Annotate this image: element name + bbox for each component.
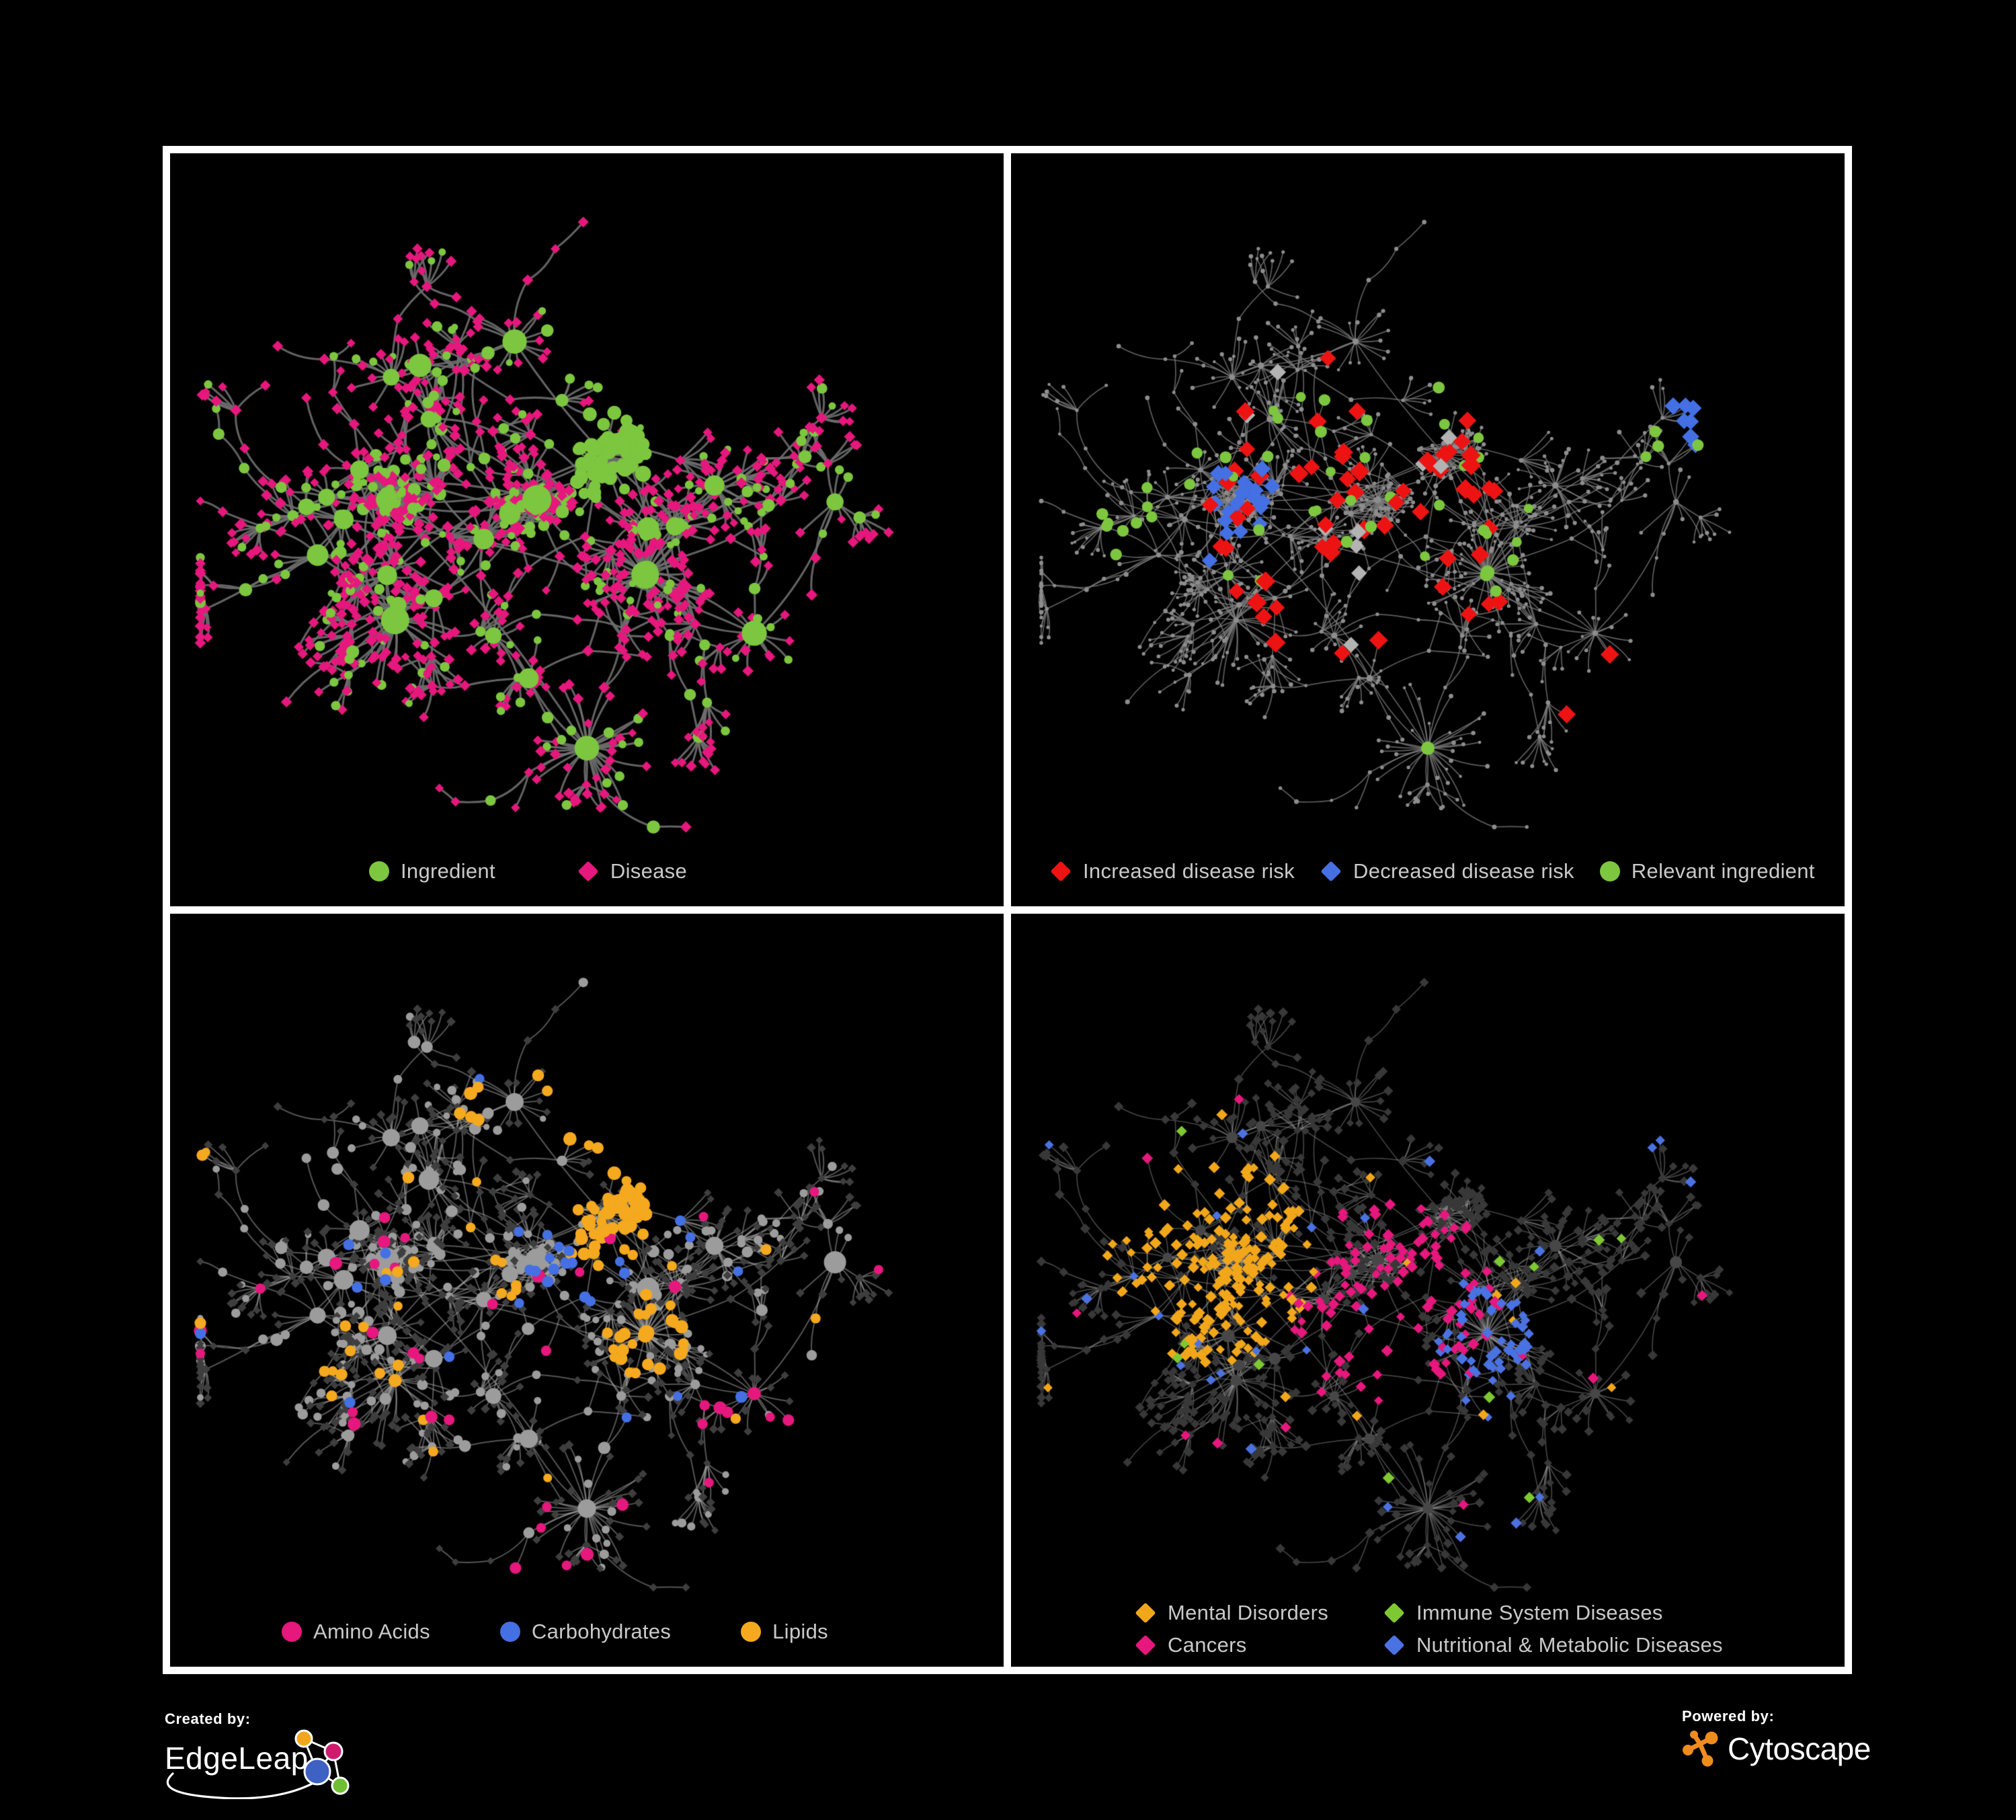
legend-swatch-circle xyxy=(1599,861,1620,881)
legend-label: Mental Disorders xyxy=(1168,1601,1329,1624)
legend-item: Nutritional & Metabolic Diseases xyxy=(1383,1633,1723,1657)
legend-item: Decreased disease risk xyxy=(1320,859,1574,883)
edgeleap-logo-blue-node xyxy=(303,1757,331,1786)
legend-swatch-diamond xyxy=(1135,1602,1156,1624)
legend-swatch-circle xyxy=(741,1622,762,1642)
legend-swatch-diamond xyxy=(1383,1602,1405,1624)
legend-swatch-circle xyxy=(369,861,389,881)
cytoscape-logo-icon xyxy=(1683,1731,1718,1767)
legend-swatch-diamond xyxy=(577,861,599,882)
panel-ingredient-disease: Ingredient Disease xyxy=(170,153,1004,906)
panel-disease-risk: Increased disease risk Decreased disease … xyxy=(1011,153,1845,906)
legend-label: Relevant ingredient xyxy=(1631,859,1815,883)
legend-swatch-circle xyxy=(499,1622,520,1642)
legend-item: Ingredient xyxy=(369,859,495,883)
legend-item: Amino Acids xyxy=(282,1620,430,1644)
edgeleap-brand: EdgeLeap xyxy=(165,1729,366,1799)
legend-swatch-diamond xyxy=(1050,861,1072,882)
macronutrients-network-canvas xyxy=(170,914,1004,1667)
legend-ingredient-disease: Ingredient Disease xyxy=(170,859,1004,883)
legend-item: Cancers xyxy=(1135,1633,1383,1657)
legend-item: Carbohydrates xyxy=(499,1620,672,1644)
powered-by-credit: Powered by: Cytoscape xyxy=(1682,1708,1871,1768)
legend-swatch-diamond xyxy=(1135,1634,1156,1656)
panel-disease-classes: Mental Disorders Immune System Diseases Ca… xyxy=(1011,914,1845,1667)
legend-swatch-diamond xyxy=(1320,861,1342,882)
legend-label: Cancers xyxy=(1168,1633,1247,1657)
legend-label: Increased disease risk xyxy=(1083,859,1295,883)
legend-item: Immune System Diseases xyxy=(1383,1601,1723,1625)
network-panels-grid: Ingredient Disease Increased disease risk… xyxy=(163,146,1852,1674)
legend-disease-classes: Mental Disorders Immune System Diseases Ca… xyxy=(1011,1601,1845,1657)
legend-label: Disease xyxy=(610,859,687,883)
created-by-credit: Created by: EdgeLeap xyxy=(165,1710,366,1799)
edgeleap-logo-graphic xyxy=(166,1729,350,1799)
panel-macronutrients: Amino Acids Carbohydrates Lipids xyxy=(170,914,1004,1667)
disease-classes-network-canvas xyxy=(1011,914,1845,1667)
powered-by-label: Powered by: xyxy=(1682,1708,1775,1725)
legend-label: Amino Acids xyxy=(313,1620,430,1643)
legend-macronutrients: Amino Acids Carbohydrates Lipids xyxy=(170,1620,1004,1644)
legend-swatch-circle xyxy=(282,1622,302,1642)
legend-label: Carbohydrates xyxy=(531,1620,672,1643)
edgeleap-logo-pink-node xyxy=(323,1741,344,1762)
legend-label: Immune System Diseases xyxy=(1416,1601,1663,1624)
legend-label: Lipids xyxy=(772,1620,828,1643)
edgeleap-logo-orange-node xyxy=(294,1729,313,1748)
edgeleap-logo-green-node xyxy=(331,1776,350,1795)
created-by-label: Created by: xyxy=(165,1710,251,1727)
legend-item: Mental Disorders xyxy=(1135,1601,1383,1625)
legend-item: Relevant ingredient xyxy=(1599,859,1815,883)
ingredient-disease-network-canvas xyxy=(170,153,1004,906)
legend-item: Increased disease risk xyxy=(1050,859,1295,883)
legend-disease-risk: Increased disease risk Decreased disease … xyxy=(1011,859,1845,883)
legend-label: Ingredient xyxy=(401,859,495,883)
legend-item: Disease xyxy=(577,859,687,883)
disease-risk-network-canvas xyxy=(1011,153,1845,906)
legend-swatch-diamond xyxy=(1383,1634,1405,1656)
legend-label: Nutritional & Metabolic Diseases xyxy=(1416,1633,1723,1657)
legend-item: Lipids xyxy=(741,1620,828,1644)
legend-label: Decreased disease risk xyxy=(1353,859,1574,883)
cytoscape-wordmark: Cytoscape xyxy=(1728,1731,1871,1766)
edgeleap-wordmark: EdgeLeap xyxy=(165,1741,309,1776)
